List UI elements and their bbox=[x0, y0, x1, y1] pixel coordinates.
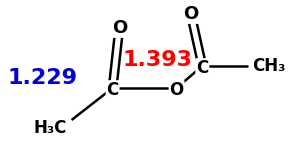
Text: O: O bbox=[169, 81, 184, 99]
Text: C: C bbox=[196, 59, 209, 77]
Text: 1.393: 1.393 bbox=[122, 50, 192, 70]
Text: O: O bbox=[183, 5, 198, 23]
Text: O: O bbox=[112, 19, 127, 37]
Text: C: C bbox=[106, 81, 119, 99]
Text: 1.229: 1.229 bbox=[8, 68, 78, 88]
Text: CH₃: CH₃ bbox=[252, 57, 285, 75]
Text: H₃C: H₃C bbox=[33, 119, 67, 137]
